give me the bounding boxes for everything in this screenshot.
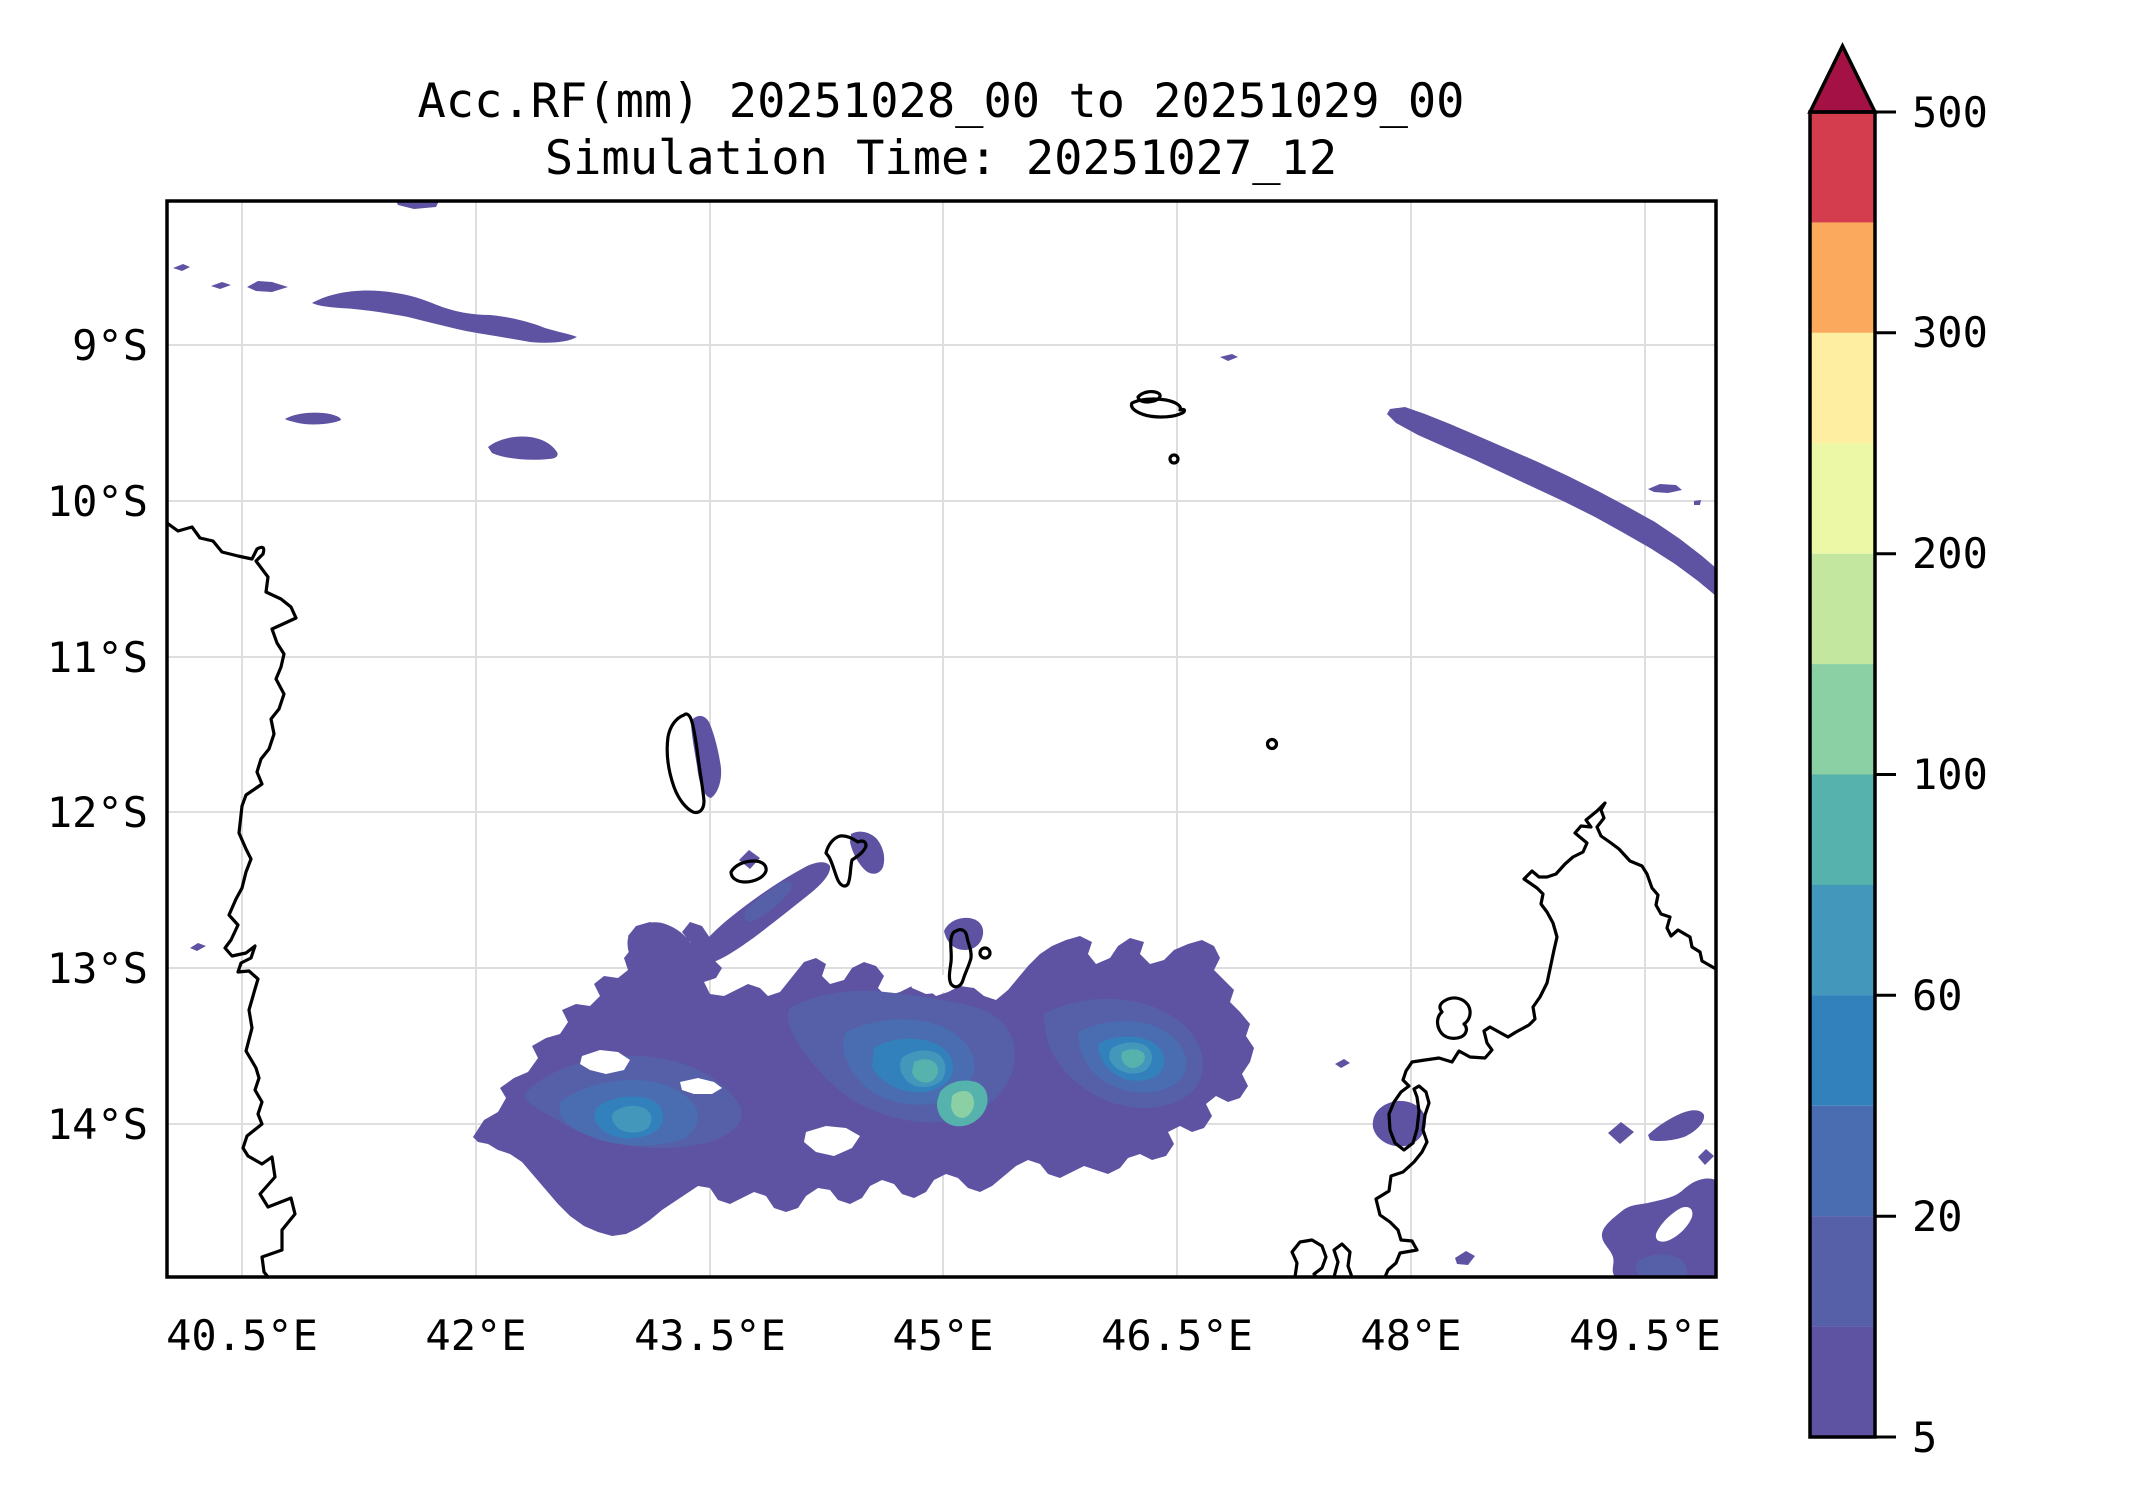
rain-mitsio-dash [1335,1059,1350,1068]
colorbar-segment-300-400 [1810,222,1875,333]
colorbar-segment-400-500 [1810,112,1875,223]
rain-ampasindava-patch [1372,1100,1426,1147]
rain-nw-dash-2 [211,282,231,289]
colorbar: 500 300 200 100 60 20 5 [1807,42,1988,1462]
rain-complex-80-east [1121,1049,1145,1068]
colorbar-segment-100-150 [1810,664,1875,775]
colorbar-label-100: 100 [1912,750,1988,799]
rain-nw-hump [488,436,558,460]
rain-contours [173,201,1716,1277]
island-pamanzi [978,946,992,960]
island-grande-comore [665,712,706,815]
island-anjouan [824,834,868,888]
figure-title: Acc.RF(mm) 20251028_00 to 20251029_00 [418,74,1465,129]
rain-hole-2 [680,1078,722,1094]
rain-se-blob-core [1635,1254,1688,1277]
y-tick-label-0: 9°S [72,321,148,370]
rain-aldabra-speck [1220,354,1238,361]
x-tick-label-3: 45°E [892,1311,993,1360]
island-aldabra-ring [1136,390,1162,404]
coastlines [167,390,1716,1277]
rain-top-strip [396,201,439,209]
island-assumption [1168,453,1180,465]
colorbar-segment-10-20 [1810,1216,1875,1327]
island-nosy-be [1435,996,1472,1040]
colorbar-ticks [1875,110,1896,1439]
rain-se-blob-hole [1655,1207,1693,1242]
y-tick-label-5: 14°S [47,1100,148,1149]
colorbar-label-5: 5 [1912,1413,1937,1462]
colorbar-segment-40-60 [1810,995,1875,1106]
rain-complex-60-west [611,1105,652,1133]
rain-hole-4 [908,972,956,994]
x-tick-label-4: 46.5°E [1101,1311,1253,1360]
colorbar-segment-200-250 [1810,443,1875,554]
y-tick-label-4: 13°S [47,944,148,993]
y-axis-labels: 9°S 10°S 11°S 12°S 13°S 14°S [47,321,148,1149]
rain-se-flag [1648,1110,1705,1141]
y-tick-label-2: 11°S [47,633,148,682]
colorbar-segment-20-40 [1810,1105,1875,1217]
rain-coast-speck [190,943,206,951]
island-aldabra-hook [1129,397,1187,419]
colorbar-segment-80-100 [1810,774,1875,885]
colorbar-segment-250-300 [1810,332,1875,444]
rain-comoros-band-core [744,881,792,922]
rain-ne-streak [1387,407,1716,596]
y-tick-label-1: 10°S [47,477,148,526]
rain-complex-100-core [951,1090,974,1118]
colorbar-label-60: 60 [1912,971,1963,1020]
rain-complex-80-central [912,1059,938,1083]
rain-se-blob [1601,1178,1716,1277]
island-glorioso [1265,737,1279,751]
rain-hole-1 [580,1050,630,1074]
rain-nw-dash-1 [173,264,190,271]
x-tick-label-6: 49.5°E [1569,1311,1721,1360]
coastline-madagascar [1374,801,1716,1277]
x-tick-label-1: 42°E [425,1311,526,1360]
island-moheli [729,859,768,884]
rain-se-diamond [1608,1122,1634,1144]
rain-nw-lens [285,412,341,425]
rain-moheli-diamond [739,850,760,869]
colorbar-segment-5-10 [1810,1326,1875,1437]
rain-ne-dash [1648,484,1682,493]
colorbar-label-300: 300 [1912,308,1988,357]
rain-nw-band [312,290,577,343]
colorbar-labels: 500 300 200 100 60 20 5 [1912,88,1988,1462]
coast-bottom-inlet-2 [1332,1242,1354,1277]
colorbar-label-200: 200 [1912,529,1988,578]
map-frame [165,199,1718,1279]
rain-grande-comore-east [691,715,722,798]
rain-ne-speck [1694,500,1701,505]
colorbar-over-arrow [1810,46,1875,112]
coastline-mozambique [167,521,298,1277]
x-axis-labels: 40.5°E 42°E 43.5°E 45°E 46.5°E 48°E 49.5… [166,1311,1721,1360]
colorbar-label-20: 20 [1912,1192,1963,1241]
map-area [165,199,1718,1279]
rain-hole-3 [804,1126,860,1156]
x-tick-label-0: 40.5°E [166,1311,318,1360]
figure-subtitle: Simulation Time: 20251027_12 [545,131,1337,186]
x-tick-label-2: 43.5°E [634,1311,786,1360]
rain-nw-dash-3 [247,281,288,292]
colorbar-label-500: 500 [1912,88,1988,137]
colorbar-segment-60-80 [1810,884,1875,996]
island-mayotte [947,928,973,989]
rain-small-bit [1455,1251,1475,1265]
rain-mayotte-patch [944,917,984,950]
rain-se-small-diamond [1698,1149,1714,1165]
colorbar-segment-150-200 [1810,553,1875,665]
y-tick-label-3: 12°S [47,788,148,837]
coast-bottom-inlet-1 [1290,1238,1328,1277]
x-tick-label-5: 48°E [1360,1311,1461,1360]
